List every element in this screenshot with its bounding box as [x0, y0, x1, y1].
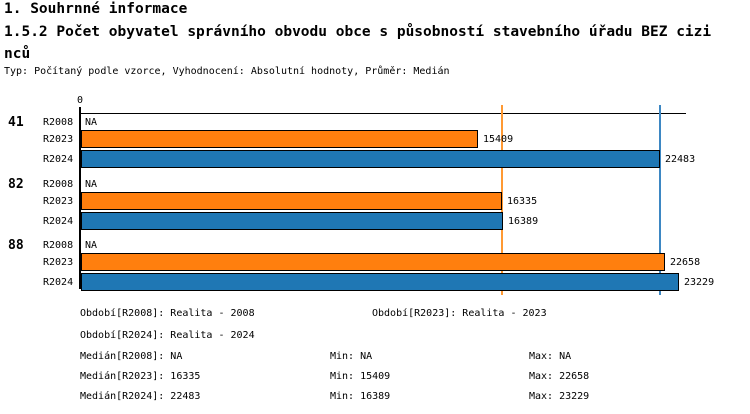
legend-item: Období[R2023]: Realita - 2023	[372, 308, 547, 319]
reference-line-median-R2023	[501, 105, 503, 295]
row-label: R2024	[43, 216, 74, 227]
row-label: R2008	[43, 117, 74, 128]
legend-item: Min: NA	[330, 351, 373, 362]
bar-value-label: 16335	[507, 196, 538, 207]
bar-value-label: 22483	[665, 154, 696, 165]
legend-item: Min: 15409	[330, 371, 391, 382]
group-label: 88	[8, 238, 24, 253]
row-label: R2023	[43, 196, 74, 207]
bar-88-R2024	[81, 273, 679, 291]
row-label: R2008	[43, 240, 74, 251]
row-label: R2008	[43, 179, 74, 190]
bar-value-na: NA	[85, 117, 98, 128]
indicator-title: 1.5.2 Počet obyvatel správního obvodu ob…	[4, 24, 712, 62]
legend-item: Období[R2008]: Realita - 2008	[80, 308, 255, 319]
row-label: R2024	[43, 154, 74, 165]
chart-meta-line: Typ: Počítaný podle vzorce, Vyhodnocení:…	[4, 66, 450, 77]
bar-82-R2023	[81, 192, 502, 210]
legend-item: Medián[R2024]: 22483	[80, 391, 201, 402]
legend-item: Max: 23229	[529, 391, 590, 402]
row-label: R2024	[43, 277, 74, 288]
x-axis-top-line	[79, 113, 686, 114]
legend-item: Medián[R2023]: 16335	[80, 371, 201, 382]
row-label: R2023	[43, 257, 74, 268]
y-axis-line	[79, 107, 81, 289]
x-axis-zero-tick-label: 0	[76, 95, 84, 106]
bar-value-label: 16389	[508, 216, 539, 227]
bar-value-label: 22658	[670, 257, 701, 268]
bar-value-na: NA	[85, 179, 98, 190]
legend-item: Období[R2024]: Realita - 2024	[80, 330, 255, 341]
bar-value-label: 15409	[483, 134, 514, 145]
row-label: R2023	[43, 134, 74, 145]
group-label: 41	[8, 115, 24, 130]
legend-item: Min: 16389	[330, 391, 391, 402]
bar-value-label: 23229	[684, 277, 715, 288]
legend-item: Max: 22658	[529, 371, 590, 382]
bar-41-R2024	[81, 150, 660, 168]
bar-value-na: NA	[85, 240, 98, 251]
bar-82-R2024	[81, 212, 503, 230]
reference-line-median-R2024	[659, 105, 661, 295]
bar-41-R2023	[81, 130, 478, 148]
report-title: 1. Souhrnné informace	[4, 1, 188, 17]
group-label: 82	[8, 177, 24, 192]
legend-item: Medián[R2008]: NA	[80, 351, 183, 362]
legend-item: Max: NA	[529, 351, 572, 362]
bar-88-R2023	[81, 253, 665, 271]
